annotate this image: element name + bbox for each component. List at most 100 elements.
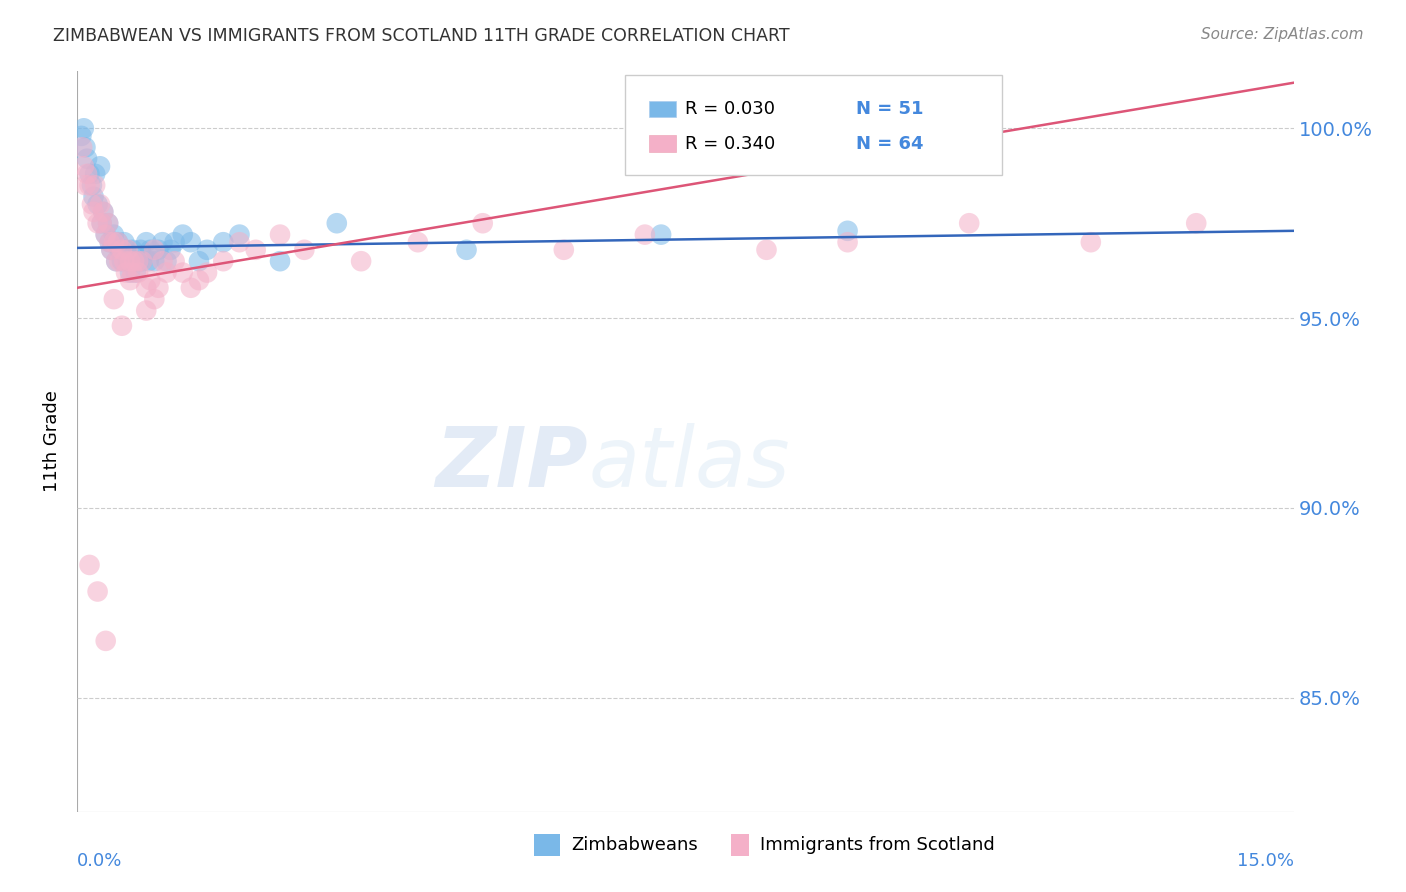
- Point: [406, 235, 429, 250]
- Point: [111, 318, 134, 333]
- Point: [326, 216, 349, 230]
- Point: [148, 281, 170, 295]
- Point: [89, 197, 111, 211]
- Point: [127, 266, 149, 280]
- Point: [212, 254, 235, 268]
- Point: [143, 243, 166, 257]
- Point: [755, 243, 778, 257]
- Point: [131, 254, 153, 268]
- Point: [70, 140, 93, 154]
- Point: [155, 254, 177, 268]
- Point: [86, 197, 108, 211]
- Point: [111, 243, 134, 257]
- Point: [195, 243, 218, 257]
- Text: Immigrants from Scotland: Immigrants from Scotland: [761, 836, 995, 854]
- Point: [94, 227, 117, 242]
- Point: [269, 227, 291, 242]
- Point: [122, 254, 145, 268]
- Point: [135, 303, 157, 318]
- Point: [118, 273, 141, 287]
- Point: [90, 216, 112, 230]
- Point: [83, 204, 105, 219]
- Point: [84, 167, 107, 181]
- Text: ZIMBABWEAN VS IMMIGRANTS FROM SCOTLAND 11TH GRADE CORRELATION CHART: ZIMBABWEAN VS IMMIGRANTS FROM SCOTLAND 1…: [53, 27, 790, 45]
- Point: [105, 254, 128, 268]
- Point: [138, 254, 160, 268]
- Point: [115, 266, 138, 280]
- Point: [456, 243, 478, 257]
- Point: [188, 254, 211, 268]
- Point: [127, 254, 149, 268]
- Point: [76, 152, 98, 166]
- Bar: [650, 136, 676, 152]
- Point: [155, 266, 177, 280]
- Point: [195, 266, 218, 280]
- Point: [163, 254, 186, 268]
- Text: 0.0%: 0.0%: [77, 852, 122, 870]
- Point: [837, 235, 859, 250]
- Point: [107, 235, 129, 250]
- Point: [75, 178, 97, 193]
- Point: [188, 273, 211, 287]
- Point: [143, 292, 166, 306]
- Point: [97, 216, 120, 230]
- Point: [117, 243, 139, 257]
- Point: [139, 273, 162, 287]
- Point: [90, 216, 112, 230]
- Point: [103, 227, 125, 242]
- Point: [159, 243, 181, 257]
- Point: [86, 584, 108, 599]
- Point: [76, 167, 98, 181]
- Point: [103, 292, 125, 306]
- Point: [180, 281, 202, 295]
- Point: [172, 266, 194, 280]
- Point: [650, 227, 672, 242]
- Point: [107, 235, 129, 250]
- Point: [148, 243, 170, 257]
- Point: [103, 235, 125, 250]
- Point: [121, 266, 143, 280]
- Point: [135, 281, 157, 295]
- Point: [212, 235, 235, 250]
- Y-axis label: 11th Grade: 11th Grade: [44, 391, 62, 492]
- Point: [228, 227, 250, 242]
- Point: [350, 254, 373, 268]
- Point: [1185, 216, 1208, 230]
- Point: [79, 558, 101, 572]
- Point: [111, 254, 134, 268]
- Point: [91, 204, 114, 219]
- Point: [957, 216, 980, 230]
- Text: atlas: atlas: [588, 423, 790, 504]
- Text: N = 51: N = 51: [856, 100, 924, 119]
- Text: R = 0.030: R = 0.030: [686, 100, 776, 119]
- Point: [122, 254, 145, 268]
- Point: [121, 243, 143, 257]
- Point: [228, 235, 250, 250]
- FancyBboxPatch shape: [624, 75, 1001, 175]
- Point: [79, 167, 101, 181]
- Point: [125, 266, 148, 280]
- Point: [97, 216, 120, 230]
- Point: [180, 235, 202, 250]
- Point: [129, 243, 152, 257]
- Point: [98, 235, 121, 250]
- Point: [112, 254, 135, 268]
- Point: [118, 266, 141, 280]
- Point: [292, 243, 315, 257]
- Point: [471, 216, 494, 230]
- Bar: [650, 101, 676, 118]
- Point: [269, 254, 291, 268]
- Point: [163, 235, 186, 250]
- Point: [80, 178, 103, 193]
- Text: Source: ZipAtlas.com: Source: ZipAtlas.com: [1201, 27, 1364, 42]
- Point: [117, 254, 139, 268]
- Point: [94, 227, 117, 242]
- Point: [553, 243, 575, 257]
- Point: [108, 254, 131, 268]
- Point: [152, 235, 174, 250]
- Text: 15.0%: 15.0%: [1236, 852, 1294, 870]
- Point: [80, 197, 103, 211]
- Point: [91, 204, 114, 219]
- Point: [118, 254, 141, 268]
- Point: [100, 243, 122, 257]
